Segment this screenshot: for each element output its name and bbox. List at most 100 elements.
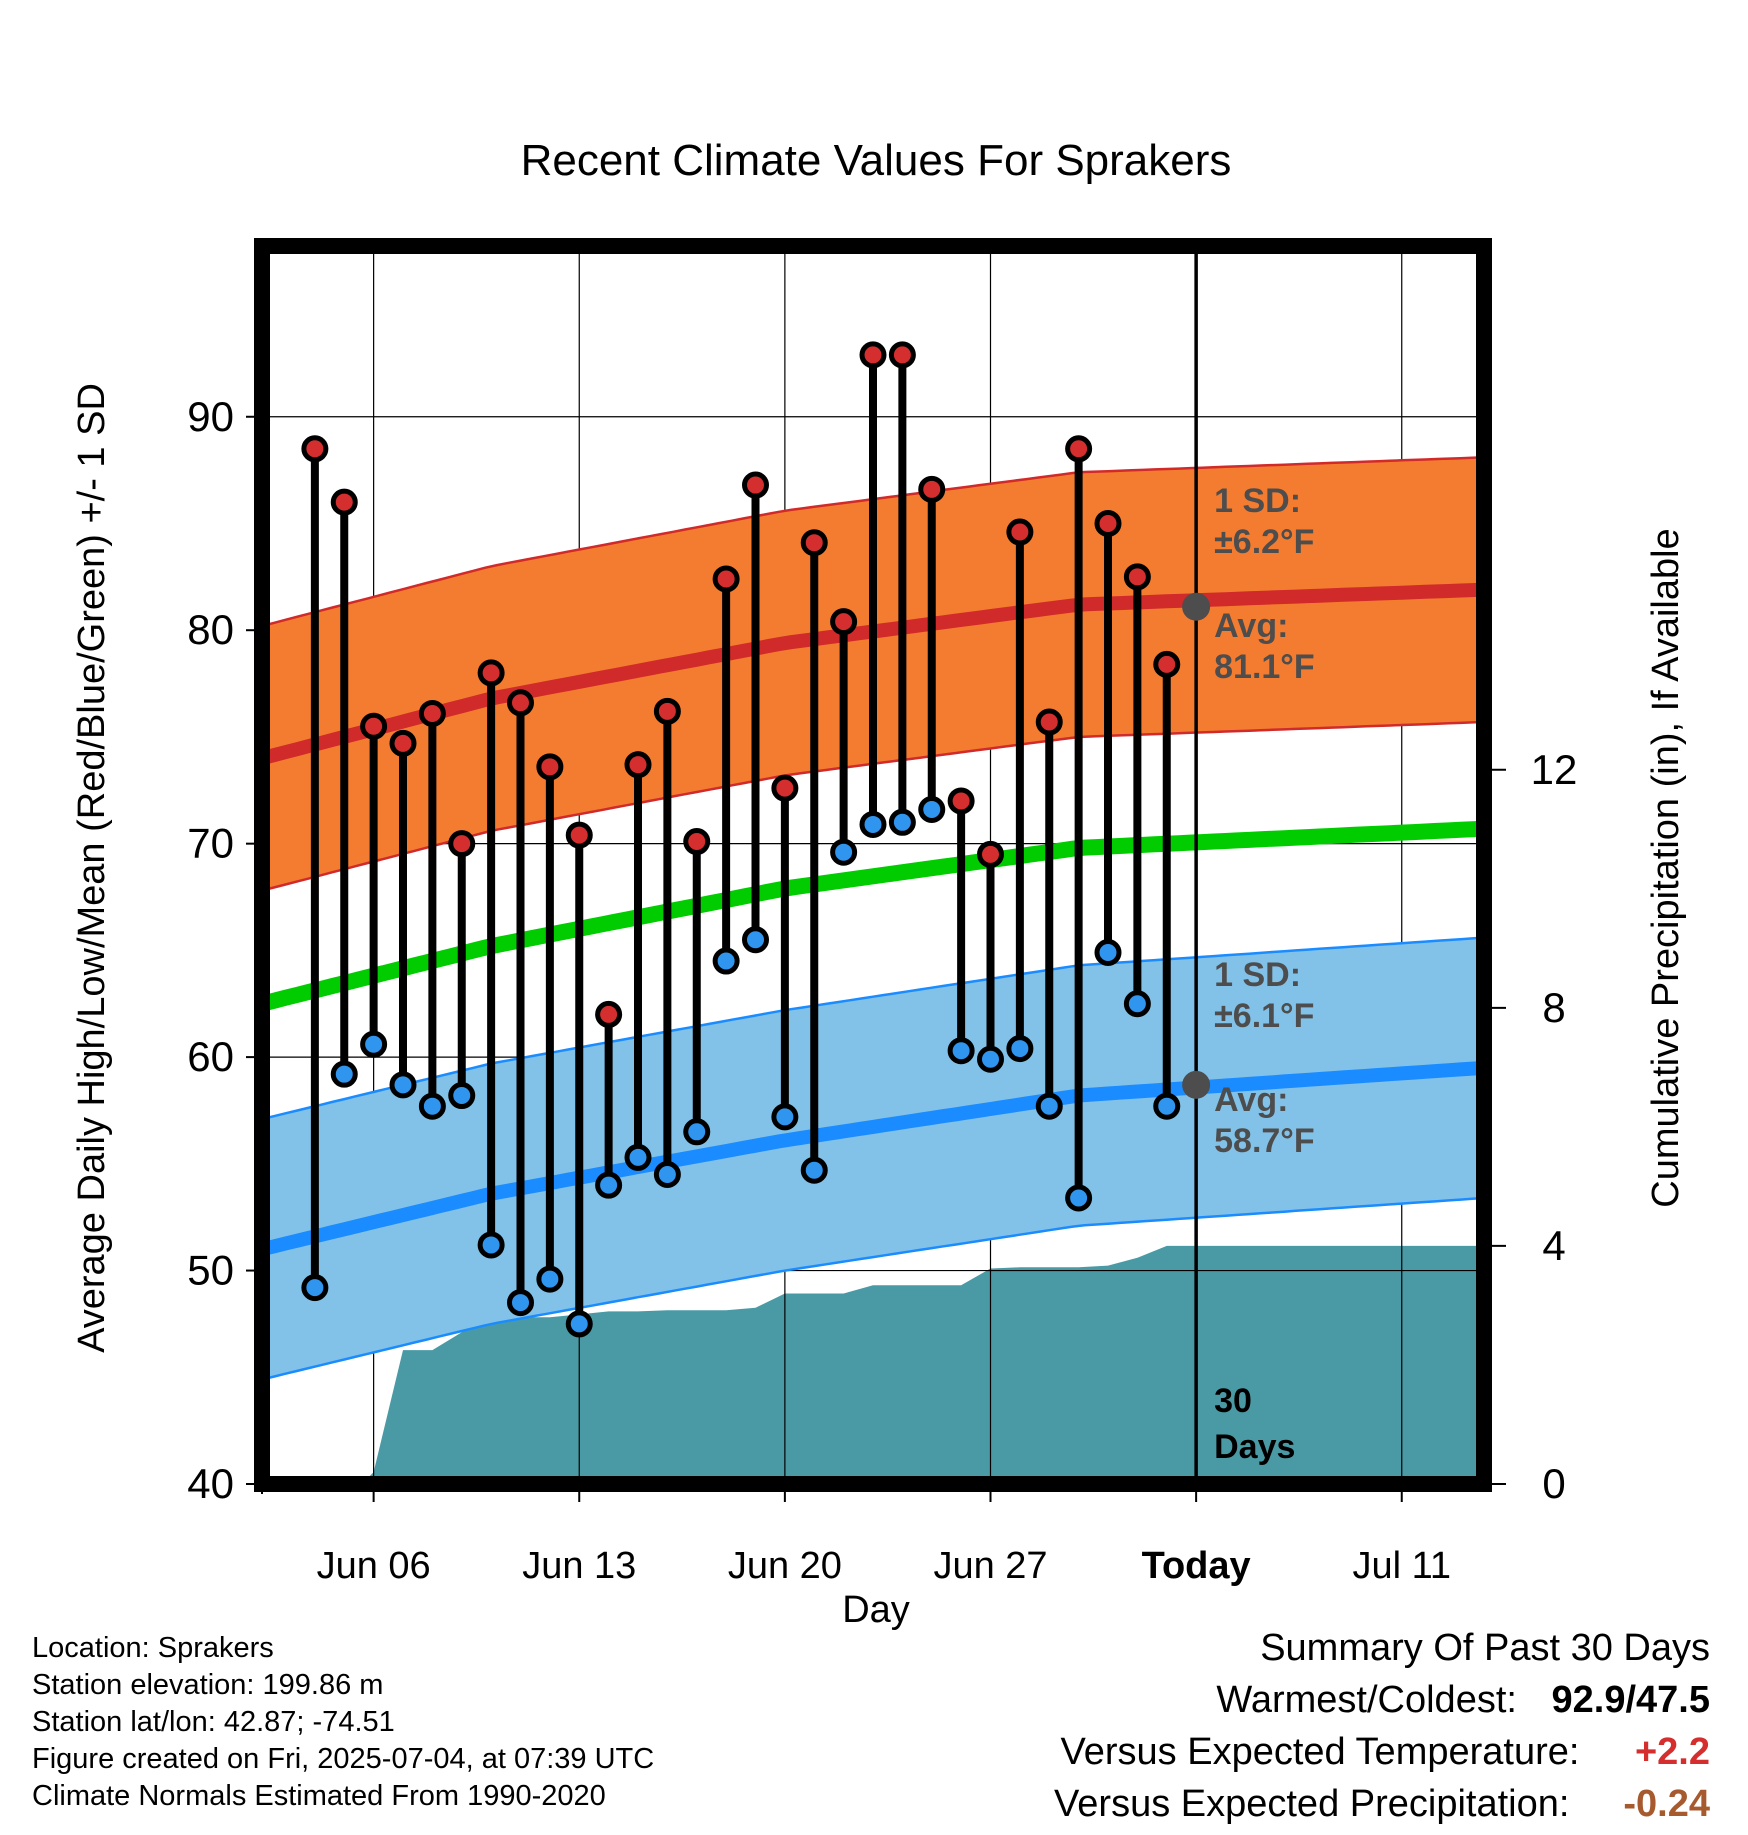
daily-low-point <box>330 1060 358 1088</box>
daily-high-point <box>712 565 740 593</box>
daily-low-point <box>1006 1035 1034 1063</box>
plot-frame <box>254 238 1492 1492</box>
daily-low-point <box>859 810 887 838</box>
daily-high-point <box>507 689 534 717</box>
daily-low-point <box>301 1274 329 1302</box>
daily-low-point <box>800 1156 828 1184</box>
daily-high-point <box>565 821 593 849</box>
daily-low-point <box>888 808 916 836</box>
y2-tick-label: 12 <box>1531 746 1578 793</box>
daily-low-point <box>624 1143 652 1171</box>
daily-high-point <box>859 341 887 369</box>
daily-high-point <box>536 753 564 781</box>
precip-value: -0.24 <box>1623 1783 1710 1825</box>
daily-low-point <box>1065 1184 1093 1212</box>
precipitation-area <box>262 1245 1484 1484</box>
low-band-lower-edge <box>262 1196 1484 1381</box>
precip-label: Versus Expected Precipitation: <box>1054 1783 1570 1825</box>
high-sd-annotation-line2: ±6.2°F <box>1214 523 1314 561</box>
y-tick-label: 50 <box>187 1247 234 1294</box>
today-avg-high-marker <box>1182 592 1211 621</box>
daily-low-point <box>565 1310 593 1338</box>
y2-tick-label: 0 <box>1542 1460 1565 1507</box>
normals-text: Climate Normals Estimated From 1990-2020 <box>32 1780 606 1812</box>
y-axis-label: Average Daily High/Low/Mean (Red/Blue/Gr… <box>71 383 113 1353</box>
daily-high-point <box>1094 509 1122 537</box>
days-annotation-line2: Days <box>1214 1428 1295 1466</box>
daily-low-point <box>389 1071 417 1099</box>
daily-high-point <box>888 341 916 369</box>
x-tick-label: Jul 11 <box>1352 1545 1451 1587</box>
daily-high-point <box>448 830 476 858</box>
daily-high-point <box>1153 650 1181 678</box>
low-sd-annotation-line1: 1 SD: <box>1214 956 1301 994</box>
x-tick-label: Jun 13 <box>522 1545 636 1587</box>
daily-high-point <box>742 471 769 499</box>
metadata-block: Location: Sprakers Station elevation: 19… <box>32 1630 654 1815</box>
chart-title: Recent Climate Values For Sprakers <box>521 136 1232 185</box>
y-tick-label: 90 <box>187 393 234 440</box>
high-avg-annotation-line1: Avg: <box>1214 607 1288 645</box>
daily-high-point <box>595 1000 623 1028</box>
daily-high-point <box>624 751 652 779</box>
y-tick-label: 80 <box>187 606 234 653</box>
daily-high-point <box>918 475 946 503</box>
y-tick-label: 70 <box>187 820 234 867</box>
daily-low-point <box>448 1082 476 1110</box>
daily-high-point <box>360 712 388 740</box>
daily-high-point <box>977 840 1004 868</box>
high-sd-annotation-line1: 1 SD: <box>1214 482 1301 520</box>
high-avg-annotation-line2: 81.1°F <box>1214 648 1315 686</box>
precip-row: Versus Expected Precipitation: -0.24 <box>1054 1783 1710 1835</box>
daily-low-point <box>918 796 946 824</box>
daily-high-point <box>947 787 975 815</box>
x-axis-label: Day <box>842 1589 910 1631</box>
daily-high-point <box>771 774 799 802</box>
daily-high-point <box>389 729 417 757</box>
daily-high-point <box>477 659 505 687</box>
daily-low-point <box>595 1171 623 1199</box>
daily-low-point <box>947 1037 975 1065</box>
x-tick-label: Today <box>1142 1545 1251 1587</box>
daily-high-point <box>683 828 711 856</box>
x-tick-label: Jun 27 <box>933 1545 1047 1587</box>
temp-value: +2.2 <box>1634 1731 1710 1773</box>
latlon-text: Station lat/lon: 42.87; -74.51 <box>32 1706 395 1738</box>
daily-low-point <box>742 926 769 954</box>
days-annotation-line1: 30 <box>1214 1382 1252 1420</box>
x-tick-label: Jun 06 <box>317 1545 431 1587</box>
created-text: Figure created on Fri, 2025-07-04, at 07… <box>32 1743 655 1775</box>
summary-title: Summary Of Past 30 Days <box>1260 1627 1710 1669</box>
daily-high-point <box>1065 435 1093 463</box>
temp-label: Versus Expected Temperature: <box>1060 1731 1580 1773</box>
elevation-text: Station elevation: 199.86 m <box>32 1669 384 1701</box>
warmest-value: 92.9/47.5 <box>1551 1679 1710 1721</box>
daily-low-point <box>653 1161 681 1188</box>
daily-low-point <box>830 838 858 866</box>
daily-high-point <box>301 435 329 463</box>
daily-low-point <box>977 1045 1004 1073</box>
warmest-row: Warmest/Coldest: 92.9/47.5 <box>1054 1679 1710 1731</box>
daily-high-point <box>1035 708 1063 736</box>
daily-high-point <box>653 697 681 725</box>
daily-low-point <box>507 1289 534 1317</box>
low-avg-annotation-line1: Avg: <box>1214 1081 1288 1119</box>
normal-low-line <box>262 1060 1484 1257</box>
y2-axis-label: Cumulative Precipitation (in), If Availa… <box>1645 528 1687 1207</box>
daily-low-point <box>477 1231 505 1259</box>
daily-high-point <box>800 529 828 557</box>
axes: 40 50 60 70 80 90 0 4 8 12 Jun 06 Jun 13 Jun 20 Jun 2… <box>187 238 1578 1587</box>
daily-high-point <box>330 488 358 516</box>
daily-high-point <box>1123 563 1151 591</box>
daily-low-point <box>1123 990 1151 1018</box>
warmest-label: Warmest/Coldest: <box>1216 1679 1517 1721</box>
daily-low-point <box>771 1103 799 1131</box>
daily-low-point <box>536 1265 564 1293</box>
today-avg-low-marker <box>1182 1070 1211 1099</box>
temp-row: Versus Expected Temperature: +2.2 <box>1054 1731 1710 1783</box>
daily-low-point <box>1094 939 1122 967</box>
daily-low-point <box>1153 1092 1181 1120</box>
y2-tick-label: 8 <box>1542 984 1565 1031</box>
